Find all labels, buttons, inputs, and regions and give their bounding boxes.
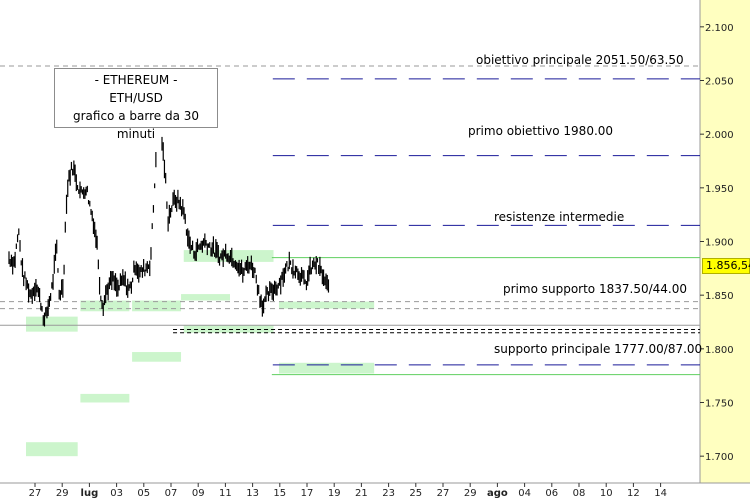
price-bars: [8, 112, 330, 327]
x-tick-label-17: ago: [487, 488, 508, 499]
y-tick-label-4: 1.900: [705, 238, 734, 249]
green-zone-1: [26, 442, 78, 457]
x-tick-label-3: 03: [110, 488, 123, 499]
x-tick-label-4: 05: [137, 488, 150, 499]
y-tick-label-7: 1.750: [705, 399, 734, 410]
target-lines: [272, 78, 700, 366]
title-line-3: grafico a barre da 30 minuti: [73, 109, 199, 141]
support-main-label: supporto principale 1777.00/87.00: [494, 342, 703, 356]
x-tick-label-23: 14: [654, 488, 667, 499]
support-lines: [173, 329, 700, 334]
x-tick-label-16: 29: [464, 488, 477, 499]
green-zone-6: [181, 294, 230, 301]
green-zone-2: [80, 300, 130, 312]
x-tick-label-12: 21: [355, 488, 368, 499]
target-main-label: obiettivo principale 2051.50/63.50: [476, 53, 684, 67]
title-line-1: - ETHEREUM -: [94, 73, 178, 87]
x-tick-label-5: 07: [165, 488, 178, 499]
target-first-label: primo obiettivo 1980.00: [468, 124, 614, 138]
x-tick-label-19: 06: [545, 488, 558, 499]
x-tick-label-7: 11: [219, 488, 232, 499]
y-tick-label-8: 1.700: [705, 452, 734, 463]
green-zone-3: [80, 393, 130, 403]
green-zone-4: [132, 300, 182, 312]
x-tick-label-6: 09: [192, 488, 205, 499]
chart-title-box: - ETHEREUM - ETH/USD grafico a barre da …: [54, 68, 218, 141]
time-axis-ticks: 27 29 lug 03 05 07 09 11 13 15 17 19 21 23 25 27 29 ago 04…: [29, 483, 667, 499]
current-price-tag: 1.856,54: [702, 258, 750, 274]
y-tick-label-2: 2.000: [705, 130, 734, 141]
green-zone-10: [278, 362, 375, 374]
x-tick-label-10: 17: [301, 488, 314, 499]
x-tick-label-1: 29: [56, 488, 69, 499]
x-tick-label-2: lug: [81, 488, 99, 499]
x-tick-label-21: 10: [600, 488, 613, 499]
x-tick-label-22: 12: [627, 488, 640, 499]
y-tick-label-5: 1.850: [705, 291, 734, 302]
green-zone-0: [26, 316, 78, 332]
green-zone-9: [278, 301, 375, 309]
title-line-2: ETH/USD: [109, 91, 163, 105]
x-tick-label-18: 04: [518, 488, 531, 499]
y-tick-label-1: 2.050: [705, 77, 734, 88]
x-tick-label-14: 25: [409, 488, 422, 499]
price-axis-background: [700, 0, 750, 483]
resistance-label: resistenze intermedie: [494, 210, 625, 224]
y-tick-label-6: 1.800: [705, 345, 734, 356]
x-tick-label-20: 08: [573, 488, 586, 499]
x-tick-label-13: 23: [382, 488, 395, 499]
x-tick-label-0: 27: [29, 488, 42, 499]
x-tick-label-15: 27: [437, 488, 450, 499]
green-zone-8: [183, 325, 274, 333]
y-tick-label-3: 1.950: [705, 184, 734, 195]
y-tick-label-0: 2.100: [705, 23, 734, 34]
x-tick-label-9: 15: [273, 488, 286, 499]
dashed-reference-lines: [0, 65, 700, 326]
x-tick-label-11: 19: [328, 488, 341, 499]
support-first-label: primo supporto 1837.50/44.00: [503, 282, 687, 296]
green-zone-5: [132, 352, 182, 362]
x-tick-label-8: 13: [246, 488, 259, 499]
price-axis-ticks: 2.100 2.050 2.000 1.950 1.900 1.850 1.800 1.750…: [700, 23, 734, 463]
